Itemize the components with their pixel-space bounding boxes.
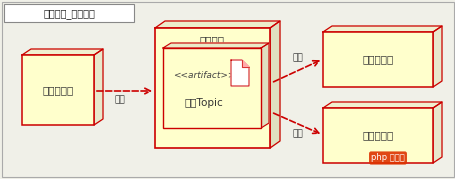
Text: 配送子系统: 配送子系统 bbox=[362, 130, 393, 141]
Polygon shape bbox=[269, 21, 279, 148]
Text: 库存子系统: 库存子系统 bbox=[362, 54, 393, 64]
Polygon shape bbox=[231, 60, 248, 86]
Text: 电商案例_消息队列: 电商案例_消息队列 bbox=[43, 9, 95, 19]
Text: 消息队列: 消息队列 bbox=[200, 35, 224, 45]
FancyBboxPatch shape bbox=[4, 4, 134, 22]
Polygon shape bbox=[260, 43, 268, 128]
Polygon shape bbox=[432, 26, 441, 87]
Polygon shape bbox=[155, 21, 279, 28]
FancyBboxPatch shape bbox=[162, 48, 260, 128]
Polygon shape bbox=[94, 49, 103, 125]
Text: <<artifact>>: <<artifact>> bbox=[172, 71, 235, 81]
Polygon shape bbox=[432, 102, 441, 163]
Text: 购物子系统: 购物子系统 bbox=[42, 85, 73, 95]
FancyBboxPatch shape bbox=[22, 55, 94, 125]
Polygon shape bbox=[242, 60, 248, 67]
Text: 订单Topic: 订单Topic bbox=[184, 98, 223, 108]
Text: 订阅: 订阅 bbox=[292, 129, 303, 138]
Polygon shape bbox=[22, 49, 103, 55]
Text: 订阅: 订阅 bbox=[292, 53, 303, 62]
FancyBboxPatch shape bbox=[322, 108, 432, 163]
Polygon shape bbox=[322, 26, 441, 32]
Text: php 中文网: php 中文网 bbox=[370, 154, 404, 163]
Polygon shape bbox=[162, 43, 268, 48]
FancyBboxPatch shape bbox=[155, 28, 269, 148]
FancyBboxPatch shape bbox=[322, 32, 432, 87]
Text: 写入: 写入 bbox=[114, 95, 125, 104]
Polygon shape bbox=[322, 102, 441, 108]
